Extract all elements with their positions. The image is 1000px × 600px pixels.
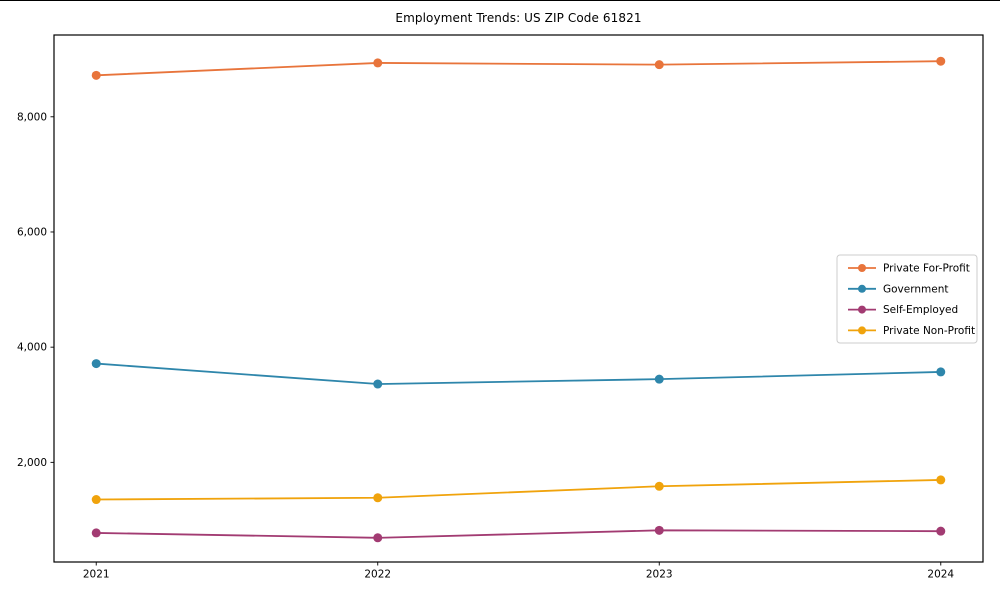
y-tick-label: 6,000 [17, 226, 47, 238]
data-point-private-non-profit [936, 475, 946, 485]
data-point-private-for-profit [373, 58, 383, 68]
legend-label-private-non-profit: Private Non-Profit [883, 325, 975, 337]
series-line-self-employed [96, 529, 941, 539]
data-point-self-employed [936, 526, 946, 536]
x-tick-label: 2024 [927, 569, 954, 581]
data-point-private-non-profit [654, 481, 664, 491]
data-point-private-non-profit [91, 495, 101, 505]
y-tick-label: 4,000 [17, 342, 47, 354]
data-point-government [373, 379, 383, 389]
series-line-private-non-profit [96, 479, 941, 501]
data-point-private-non-profit [373, 493, 383, 503]
series-line-government [96, 362, 941, 385]
legend-swatch-marker-private-for-profit [858, 264, 866, 272]
legend-label-self-employed: Self-Employed [883, 304, 958, 316]
legend-swatch-marker-self-employed [858, 305, 866, 314]
legend-label-private-for-profit: Private For-Profit [883, 263, 970, 275]
data-point-government [936, 367, 946, 377]
x-tick-label: 2021 [83, 569, 110, 581]
chart-title: Employment Trends: US ZIP Code 61821 [395, 11, 642, 25]
legend-swatch-marker-private-non-profit [858, 326, 866, 335]
data-point-private-for-profit [936, 56, 946, 66]
window-top-border [0, 0, 1000, 1]
legend: Private For-Profit Government Self-Employe… [836, 254, 978, 344]
data-point-private-for-profit [654, 60, 664, 70]
legend-label-government: Government [883, 283, 948, 295]
data-point-government [91, 359, 101, 369]
data-point-self-employed [373, 533, 383, 543]
series-line-private-for-profit [96, 60, 941, 77]
legend-swatch-marker-government [858, 284, 866, 293]
x-tick-label: 2023 [646, 569, 673, 581]
y-tick-label: 2,000 [17, 457, 47, 469]
x-tick-label: 2022 [364, 569, 391, 581]
data-point-government [654, 374, 664, 384]
plot-border [53, 34, 984, 563]
data-point-private-for-profit [91, 70, 101, 80]
y-tick-label: 8,000 [17, 111, 47, 123]
legend-box [836, 254, 978, 344]
data-point-self-employed [91, 528, 101, 538]
data-point-self-employed [654, 525, 664, 535]
